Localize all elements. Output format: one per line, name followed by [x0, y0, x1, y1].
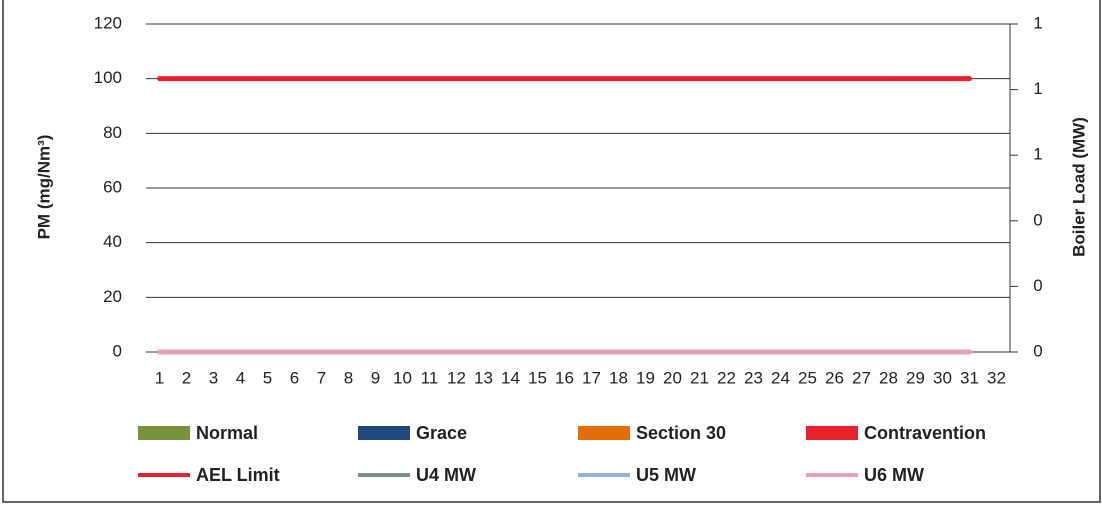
- x-tick-label: 6: [290, 368, 299, 387]
- x-tick-label: 17: [582, 368, 601, 387]
- x-tick-label: 23: [744, 368, 763, 387]
- y2-tick-label: 1: [1033, 13, 1042, 32]
- x-tick-label: 27: [852, 368, 871, 387]
- legend-text: U5 MW: [636, 465, 696, 485]
- x-tick-label: 10: [393, 368, 412, 387]
- x-tick-label: 11: [421, 368, 439, 387]
- y2-tick-label: 1: [1033, 79, 1042, 98]
- y-axis-title: PM (mg/Nm³): [34, 135, 53, 240]
- legend-text: Section 30: [636, 423, 726, 443]
- legend-text: U6 MW: [864, 465, 924, 485]
- y-tick-label: 0: [113, 341, 122, 360]
- x-tick-label: 26: [825, 368, 844, 387]
- x-tick-label: 16: [555, 368, 574, 387]
- x-tick-label: 1: [155, 368, 164, 387]
- y-tick-label: 120: [94, 13, 122, 32]
- x-tick-label: 15: [528, 368, 547, 387]
- y-tick-label: 40: [103, 232, 122, 251]
- y-tick-label: 80: [103, 123, 122, 142]
- legend-text: Normal: [196, 423, 258, 443]
- legend-text: U4 MW: [416, 465, 476, 485]
- x-tick-label: 32: [987, 368, 1006, 387]
- legend-swatch: [806, 426, 858, 440]
- legend-swatch: [138, 426, 190, 440]
- y2-tick-label: 0: [1033, 210, 1042, 229]
- y2-axis-title: Boiler Load (MW): [1069, 117, 1088, 257]
- x-tick-label: 7: [317, 368, 326, 387]
- x-tick-label: 13: [474, 368, 493, 387]
- legend-text: AEL Limit: [196, 465, 280, 485]
- y2-tick-label: 0: [1033, 341, 1042, 360]
- y-tick-label: 60: [103, 177, 122, 196]
- legend-text: Grace: [416, 423, 467, 443]
- y2-tick-label: 0: [1033, 276, 1042, 295]
- x-tick-label: 29: [906, 368, 925, 387]
- x-tick-label: 31: [960, 368, 979, 387]
- x-tick-label: 9: [371, 368, 380, 387]
- x-tick-label: 18: [609, 368, 628, 387]
- x-tick-label: 20: [663, 368, 682, 387]
- y-tick-label: 100: [94, 68, 122, 87]
- x-tick-label: 30: [933, 368, 952, 387]
- legend-text: Contravention: [864, 423, 986, 443]
- x-tick-label: 2: [182, 368, 191, 387]
- x-tick-label: 12: [447, 368, 466, 387]
- x-tick-label: 5: [263, 368, 272, 387]
- x-tick-label: 8: [344, 368, 353, 387]
- x-tick-label: 14: [501, 368, 520, 387]
- x-tick-label: 24: [771, 368, 790, 387]
- x-tick-label: 22: [717, 368, 736, 387]
- x-tick-label: 19: [636, 368, 655, 387]
- x-tick-label: 3: [209, 368, 218, 387]
- y2-tick-label: 1: [1033, 145, 1042, 164]
- legend-swatch: [578, 426, 630, 440]
- x-tick-label: 28: [879, 368, 898, 387]
- y-tick-label: 20: [103, 287, 122, 306]
- legend-swatch: [358, 426, 410, 440]
- x-tick-label: 25: [798, 368, 817, 387]
- x-tick-label: 21: [690, 368, 709, 387]
- x-tick-label: 4: [236, 368, 245, 387]
